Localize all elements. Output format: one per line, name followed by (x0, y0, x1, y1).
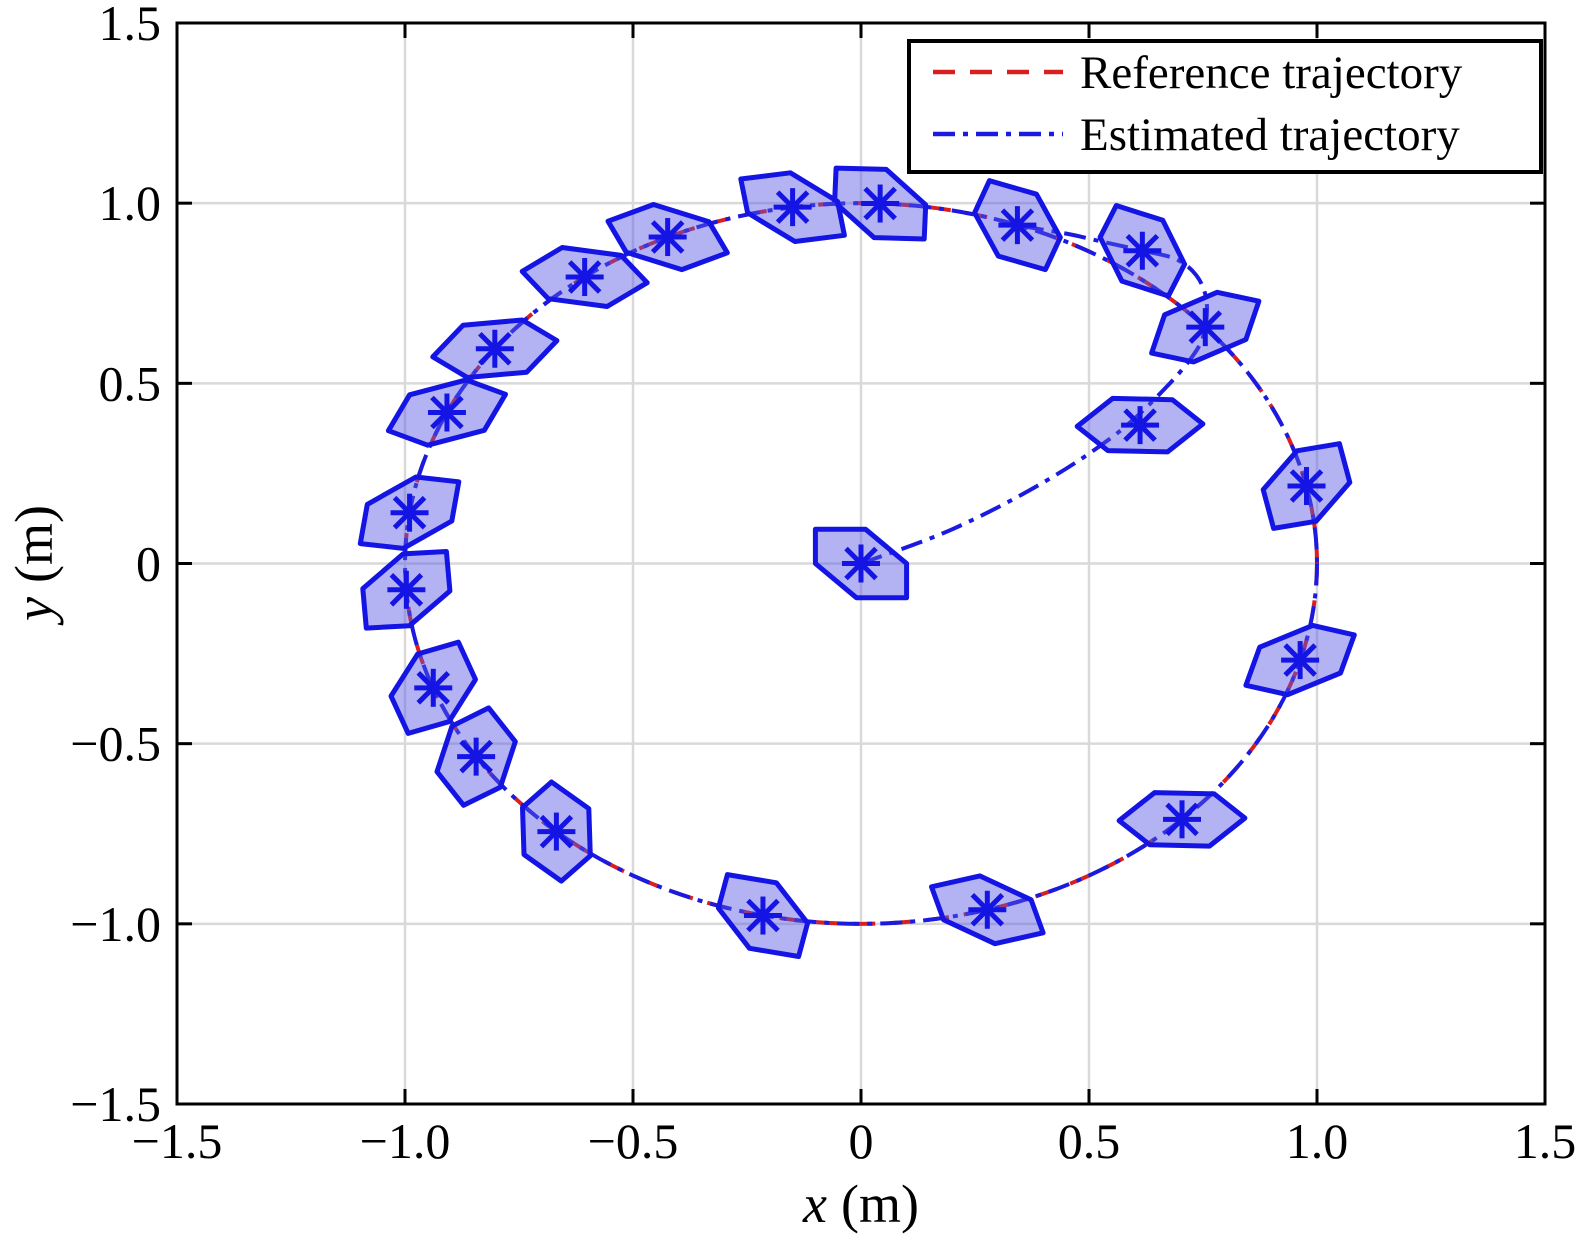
legend-label: Reference trajectory (1080, 47, 1463, 99)
marker-arm (1123, 408, 1157, 442)
y-tick-label: 0 (136, 536, 161, 592)
marker-arm (392, 495, 427, 530)
pose-marker (1186, 308, 1225, 347)
pose-marker (390, 493, 429, 532)
x-tick-label: 0 (849, 1113, 874, 1169)
pose-marker (387, 570, 426, 609)
pose-marker (475, 329, 514, 368)
axis-ticks (175, 21, 1547, 1106)
x-axis-label: x (m) (802, 1174, 919, 1234)
legend-box (907, 39, 1543, 174)
x-tick-label: −1.5 (132, 1113, 223, 1169)
y-tick-label: −0.5 (70, 716, 161, 772)
pose-marker (773, 188, 812, 227)
marker-arm (478, 331, 512, 366)
estimated-trajectory-steady-state (403, 201, 1319, 926)
marker-arm (844, 546, 878, 581)
y-axis-label-variable: y (4, 597, 64, 626)
pose-marker (648, 218, 687, 257)
legend: Reference trajectory Estimated trajectory (907, 39, 1543, 174)
marker-arm (970, 893, 1005, 927)
marker-arm (650, 220, 685, 254)
pose-marker (537, 812, 576, 851)
y-axis-label-unit: (m) (4, 505, 64, 583)
pose-marker (414, 668, 453, 707)
marker-arm (775, 190, 810, 224)
y-tick-label: 0.5 (99, 355, 162, 411)
marker-arm (567, 260, 602, 294)
marker-arm (863, 186, 897, 221)
pose-marker (1287, 467, 1326, 506)
pose-marker (842, 544, 880, 583)
pose-marker (1123, 231, 1162, 270)
pose-markers (387, 184, 1326, 935)
x-axis-label-unit: (m) (841, 1174, 919, 1234)
y-tick-label: 1.0 (99, 175, 162, 231)
y-tick-label: 1.5 (99, 0, 162, 51)
marker-arm (1125, 233, 1160, 268)
pose-marker (457, 737, 496, 776)
x-tick-label: −0.5 (588, 1113, 679, 1169)
y-tick-label: −1.5 (70, 1076, 161, 1132)
pose-marker (861, 184, 900, 223)
marker-arm (1283, 643, 1317, 677)
marker-arm (1000, 208, 1035, 242)
pose-marker (427, 393, 466, 432)
x-tick-label: 0.5 (1058, 1113, 1121, 1169)
marker-arm (1165, 802, 1199, 837)
marker-arm (539, 814, 574, 849)
marker-arm (1188, 310, 1223, 344)
pose-marker (743, 896, 782, 935)
marker-arm (746, 898, 780, 933)
pose-marker (1121, 406, 1160, 445)
pose-marker (1281, 641, 1320, 680)
pose-marker (565, 258, 604, 297)
marker-arm (389, 573, 424, 607)
y-tick-label: −1.0 (70, 896, 161, 952)
x-tick-label: −1.0 (360, 1113, 451, 1169)
y-axis-label: y (m) (4, 505, 64, 626)
marker-arm (416, 671, 451, 705)
pose-marker (998, 206, 1037, 245)
marker-arm (430, 395, 464, 430)
x-tick-label: 1.5 (1514, 1113, 1575, 1169)
x-axis-label-variable: x (802, 1174, 827, 1234)
pose-marker (968, 890, 1007, 929)
legend-label: Estimated trajectory (1080, 109, 1460, 161)
marker-arm (459, 739, 493, 774)
pose-marker (1163, 800, 1202, 839)
x-tick-label: 1.0 (1286, 1113, 1349, 1169)
marker-arm (1289, 469, 1324, 503)
